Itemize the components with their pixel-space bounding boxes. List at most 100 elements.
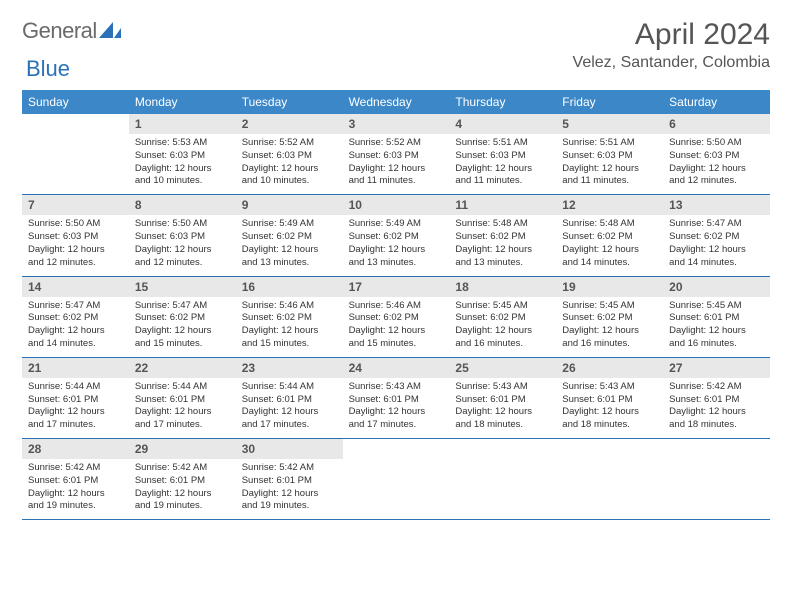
day-header-cell: Monday bbox=[129, 90, 236, 114]
day-cell: 8Sunrise: 5:50 AMSunset: 6:03 PMDaylight… bbox=[129, 195, 236, 275]
day-header-cell: Thursday bbox=[449, 90, 556, 114]
sunset-text: Sunset: 6:03 PM bbox=[562, 150, 657, 163]
day-cell: 20Sunrise: 5:45 AMSunset: 6:01 PMDayligh… bbox=[663, 277, 770, 357]
daylight-text: Daylight: 12 hours and 10 minutes. bbox=[242, 163, 337, 189]
daylight-text: Daylight: 12 hours and 19 minutes. bbox=[242, 488, 337, 514]
sunset-text: Sunset: 6:02 PM bbox=[455, 312, 550, 325]
day-cell: 9Sunrise: 5:49 AMSunset: 6:02 PMDaylight… bbox=[236, 195, 343, 275]
daylight-text: Daylight: 12 hours and 17 minutes. bbox=[349, 406, 444, 432]
day-info: Sunrise: 5:42 AMSunset: 6:01 PMDaylight:… bbox=[663, 378, 770, 438]
daylight-text: Daylight: 12 hours and 15 minutes. bbox=[135, 325, 230, 351]
day-cell: 4Sunrise: 5:51 AMSunset: 6:03 PMDaylight… bbox=[449, 114, 556, 194]
sunset-text: Sunset: 6:01 PM bbox=[669, 394, 764, 407]
day-number bbox=[449, 439, 556, 445]
day-cell: 2Sunrise: 5:52 AMSunset: 6:03 PMDaylight… bbox=[236, 114, 343, 194]
daylight-text: Daylight: 12 hours and 18 minutes. bbox=[562, 406, 657, 432]
sunset-text: Sunset: 6:02 PM bbox=[562, 231, 657, 244]
day-number: 23 bbox=[236, 358, 343, 378]
day-cell bbox=[556, 439, 663, 519]
sunset-text: Sunset: 6:03 PM bbox=[135, 231, 230, 244]
day-info: Sunrise: 5:50 AMSunset: 6:03 PMDaylight:… bbox=[129, 215, 236, 275]
day-cell bbox=[449, 439, 556, 519]
sunset-text: Sunset: 6:03 PM bbox=[135, 150, 230, 163]
sunset-text: Sunset: 6:01 PM bbox=[28, 394, 123, 407]
daylight-text: Daylight: 12 hours and 16 minutes. bbox=[562, 325, 657, 351]
daylight-text: Daylight: 12 hours and 18 minutes. bbox=[455, 406, 550, 432]
calendar: SundayMondayTuesdayWednesdayThursdayFrid… bbox=[22, 90, 770, 520]
sunrise-text: Sunrise: 5:46 AM bbox=[349, 300, 444, 313]
day-number: 18 bbox=[449, 277, 556, 297]
sunrise-text: Sunrise: 5:51 AM bbox=[562, 137, 657, 150]
day-info: Sunrise: 5:48 AMSunset: 6:02 PMDaylight:… bbox=[556, 215, 663, 275]
day-cell: 15Sunrise: 5:47 AMSunset: 6:02 PMDayligh… bbox=[129, 277, 236, 357]
day-cell: 30Sunrise: 5:42 AMSunset: 6:01 PMDayligh… bbox=[236, 439, 343, 519]
title-block: April 2024 Velez, Santander, Colombia bbox=[573, 18, 770, 72]
day-info: Sunrise: 5:42 AMSunset: 6:01 PMDaylight:… bbox=[129, 459, 236, 519]
sunrise-text: Sunrise: 5:43 AM bbox=[455, 381, 550, 394]
day-number: 2 bbox=[236, 114, 343, 134]
daylight-text: Daylight: 12 hours and 14 minutes. bbox=[562, 244, 657, 270]
daylight-text: Daylight: 12 hours and 11 minutes. bbox=[455, 163, 550, 189]
sunrise-text: Sunrise: 5:43 AM bbox=[349, 381, 444, 394]
sunrise-text: Sunrise: 5:52 AM bbox=[349, 137, 444, 150]
sunrise-text: Sunrise: 5:44 AM bbox=[28, 381, 123, 394]
day-number: 6 bbox=[663, 114, 770, 134]
sunset-text: Sunset: 6:02 PM bbox=[562, 312, 657, 325]
sunrise-text: Sunrise: 5:46 AM bbox=[242, 300, 337, 313]
sunset-text: Sunset: 6:01 PM bbox=[242, 394, 337, 407]
sunset-text: Sunset: 6:02 PM bbox=[669, 231, 764, 244]
day-cell: 25Sunrise: 5:43 AMSunset: 6:01 PMDayligh… bbox=[449, 358, 556, 438]
logo: General bbox=[22, 18, 121, 44]
sunrise-text: Sunrise: 5:42 AM bbox=[135, 462, 230, 475]
day-number: 26 bbox=[556, 358, 663, 378]
day-number: 17 bbox=[343, 277, 450, 297]
day-info: Sunrise: 5:45 AMSunset: 6:02 PMDaylight:… bbox=[449, 297, 556, 357]
sunset-text: Sunset: 6:03 PM bbox=[669, 150, 764, 163]
sunset-text: Sunset: 6:01 PM bbox=[135, 475, 230, 488]
sunset-text: Sunset: 6:02 PM bbox=[349, 312, 444, 325]
sunrise-text: Sunrise: 5:43 AM bbox=[562, 381, 657, 394]
day-cell: 7Sunrise: 5:50 AMSunset: 6:03 PMDaylight… bbox=[22, 195, 129, 275]
day-cell: 16Sunrise: 5:46 AMSunset: 6:02 PMDayligh… bbox=[236, 277, 343, 357]
day-number: 10 bbox=[343, 195, 450, 215]
day-number: 25 bbox=[449, 358, 556, 378]
day-cell: 18Sunrise: 5:45 AMSunset: 6:02 PMDayligh… bbox=[449, 277, 556, 357]
daylight-text: Daylight: 12 hours and 15 minutes. bbox=[242, 325, 337, 351]
sunrise-text: Sunrise: 5:45 AM bbox=[455, 300, 550, 313]
sunset-text: Sunset: 6:01 PM bbox=[28, 475, 123, 488]
day-number: 3 bbox=[343, 114, 450, 134]
day-info: Sunrise: 5:42 AMSunset: 6:01 PMDaylight:… bbox=[236, 459, 343, 519]
sunrise-text: Sunrise: 5:50 AM bbox=[135, 218, 230, 231]
sunset-text: Sunset: 6:02 PM bbox=[242, 231, 337, 244]
location-text: Velez, Santander, Colombia bbox=[573, 54, 770, 72]
day-info: Sunrise: 5:51 AMSunset: 6:03 PMDaylight:… bbox=[556, 134, 663, 194]
sunrise-text: Sunrise: 5:45 AM bbox=[562, 300, 657, 313]
day-cell: 28Sunrise: 5:42 AMSunset: 6:01 PMDayligh… bbox=[22, 439, 129, 519]
day-cell: 3Sunrise: 5:52 AMSunset: 6:03 PMDaylight… bbox=[343, 114, 450, 194]
day-info: Sunrise: 5:47 AMSunset: 6:02 PMDaylight:… bbox=[663, 215, 770, 275]
day-info: Sunrise: 5:46 AMSunset: 6:02 PMDaylight:… bbox=[236, 297, 343, 357]
day-cell bbox=[22, 114, 129, 194]
day-cell: 21 Sunrise: 5:44 AMSunset: 6:01 PMDayligh… bbox=[22, 358, 129, 438]
day-cell: 1Sunrise: 5:53 AMSunset: 6:03 PMDaylight… bbox=[129, 114, 236, 194]
sunrise-text: Sunrise: 5:52 AM bbox=[242, 137, 337, 150]
daylight-text: Daylight: 12 hours and 14 minutes. bbox=[669, 244, 764, 270]
daylight-text: Daylight: 12 hours and 13 minutes. bbox=[242, 244, 337, 270]
sunset-text: Sunset: 6:03 PM bbox=[455, 150, 550, 163]
sunset-text: Sunset: 6:01 PM bbox=[562, 394, 657, 407]
daylight-text: Daylight: 12 hours and 17 minutes. bbox=[28, 406, 123, 432]
sunset-text: Sunset: 6:02 PM bbox=[135, 312, 230, 325]
day-info: Sunrise: 5:42 AMSunset: 6:01 PMDaylight:… bbox=[22, 459, 129, 519]
day-number: 7 bbox=[22, 195, 129, 215]
day-number: 12 bbox=[556, 195, 663, 215]
logo-text-2: Blue bbox=[26, 56, 70, 81]
day-number bbox=[343, 439, 450, 445]
day-number: 21 bbox=[22, 358, 129, 378]
daylight-text: Daylight: 12 hours and 11 minutes. bbox=[349, 163, 444, 189]
day-cell: 14Sunrise: 5:47 AMSunset: 6:02 PMDayligh… bbox=[22, 277, 129, 357]
day-cell: 5Sunrise: 5:51 AMSunset: 6:03 PMDaylight… bbox=[556, 114, 663, 194]
day-cell bbox=[663, 439, 770, 519]
sunrise-text: Sunrise: 5:44 AM bbox=[242, 381, 337, 394]
day-number: 22 bbox=[129, 358, 236, 378]
day-number: 8 bbox=[129, 195, 236, 215]
